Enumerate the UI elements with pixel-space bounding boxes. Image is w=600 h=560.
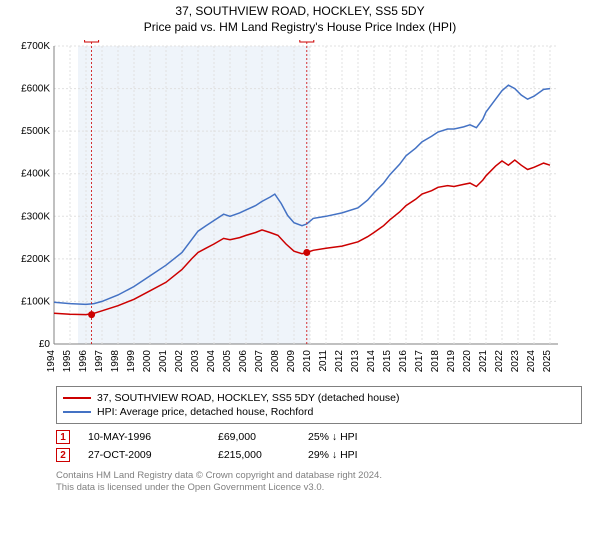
legend-label: 37, SOUTHVIEW ROAD, HOCKLEY, SS5 5DY (de… xyxy=(97,392,400,404)
svg-text:2018: 2018 xyxy=(430,350,441,373)
svg-text:£200K: £200K xyxy=(21,254,50,265)
sale-price: £69,000 xyxy=(218,431,308,443)
svg-text:2014: 2014 xyxy=(366,350,377,373)
svg-text:2009: 2009 xyxy=(286,350,297,373)
svg-text:2004: 2004 xyxy=(206,350,217,373)
footer-line: This data is licensed under the Open Gov… xyxy=(56,482,582,494)
svg-text:1: 1 xyxy=(89,40,95,42)
svg-text:2015: 2015 xyxy=(382,350,393,373)
svg-text:2020: 2020 xyxy=(462,350,473,373)
svg-text:2000: 2000 xyxy=(142,350,153,373)
sale-marker: 1 xyxy=(56,430,70,444)
svg-text:2022: 2022 xyxy=(494,350,505,373)
svg-text:£0: £0 xyxy=(39,339,51,350)
svg-text:£500K: £500K xyxy=(21,126,50,137)
svg-text:2021: 2021 xyxy=(478,350,489,373)
svg-text:2007: 2007 xyxy=(254,350,265,373)
title-block: 37, SOUTHVIEW ROAD, HOCKLEY, SS5 5DY Pri… xyxy=(8,4,592,34)
sale-pct: 25% ↓ HPI xyxy=(308,431,408,443)
sale-price: £215,000 xyxy=(218,449,308,461)
footer: Contains HM Land Registry data © Crown c… xyxy=(56,470,582,495)
svg-text:1995: 1995 xyxy=(62,350,73,373)
svg-text:2001: 2001 xyxy=(158,350,169,373)
svg-text:1998: 1998 xyxy=(110,350,121,373)
svg-text:£700K: £700K xyxy=(21,41,50,52)
sale-marker: 2 xyxy=(56,448,70,462)
svg-text:1999: 1999 xyxy=(126,350,137,373)
svg-text:£300K: £300K xyxy=(21,211,50,222)
svg-text:1997: 1997 xyxy=(94,350,105,373)
legend-row: 37, SOUTHVIEW ROAD, HOCKLEY, SS5 5DY (de… xyxy=(63,391,575,405)
svg-text:£600K: £600K xyxy=(21,84,50,95)
footer-line: Contains HM Land Registry data © Crown c… xyxy=(56,470,582,482)
legend: 37, SOUTHVIEW ROAD, HOCKLEY, SS5 5DY (de… xyxy=(56,386,582,424)
sale-pct: 29% ↓ HPI xyxy=(308,449,408,461)
svg-text:2003: 2003 xyxy=(190,350,201,373)
svg-text:£100K: £100K xyxy=(21,296,50,307)
svg-text:2002: 2002 xyxy=(174,350,185,373)
sale-date: 27-OCT-2009 xyxy=(88,449,218,461)
legend-swatch xyxy=(63,411,91,413)
price-chart: £0 £100K £200K £300K £400K £500K £600K £700K 199… xyxy=(8,40,568,380)
title-address: 37, SOUTHVIEW ROAD, HOCKLEY, SS5 5DY xyxy=(8,4,592,18)
svg-text:2024: 2024 xyxy=(526,350,537,373)
legend-swatch xyxy=(63,397,91,399)
svg-text:2013: 2013 xyxy=(350,350,361,373)
legend-label: HPI: Average price, detached house, Roch… xyxy=(97,406,313,418)
svg-text:£400K: £400K xyxy=(21,169,50,180)
svg-text:2012: 2012 xyxy=(334,350,345,373)
svg-text:2005: 2005 xyxy=(222,350,233,373)
sales-table: 1 10-MAY-1996 £69,000 25% ↓ HPI 2 27-OCT… xyxy=(56,428,582,464)
svg-text:2019: 2019 xyxy=(446,350,457,373)
svg-text:2006: 2006 xyxy=(238,350,249,373)
chart-area: £0 £100K £200K £300K £400K £500K £600K £700K 199… xyxy=(8,40,592,380)
table-row: 1 10-MAY-1996 £69,000 25% ↓ HPI xyxy=(56,428,582,446)
title-subtitle: Price paid vs. HM Land Registry's House … xyxy=(8,20,592,34)
chart-container: 37, SOUTHVIEW ROAD, HOCKLEY, SS5 5DY Pri… xyxy=(0,0,600,503)
svg-text:2010: 2010 xyxy=(302,350,313,373)
sale-date: 10-MAY-1996 xyxy=(88,431,218,443)
svg-text:1994: 1994 xyxy=(46,350,57,373)
legend-row: HPI: Average price, detached house, Roch… xyxy=(63,405,575,419)
svg-text:2025: 2025 xyxy=(542,350,553,373)
svg-text:2016: 2016 xyxy=(398,350,409,373)
svg-text:2017: 2017 xyxy=(414,350,425,373)
table-row: 2 27-OCT-2009 £215,000 29% ↓ HPI xyxy=(56,446,582,464)
svg-text:2023: 2023 xyxy=(510,350,521,373)
svg-text:2011: 2011 xyxy=(318,350,329,372)
svg-text:2: 2 xyxy=(304,40,310,42)
svg-text:1996: 1996 xyxy=(78,350,89,373)
svg-text:2008: 2008 xyxy=(270,350,281,373)
